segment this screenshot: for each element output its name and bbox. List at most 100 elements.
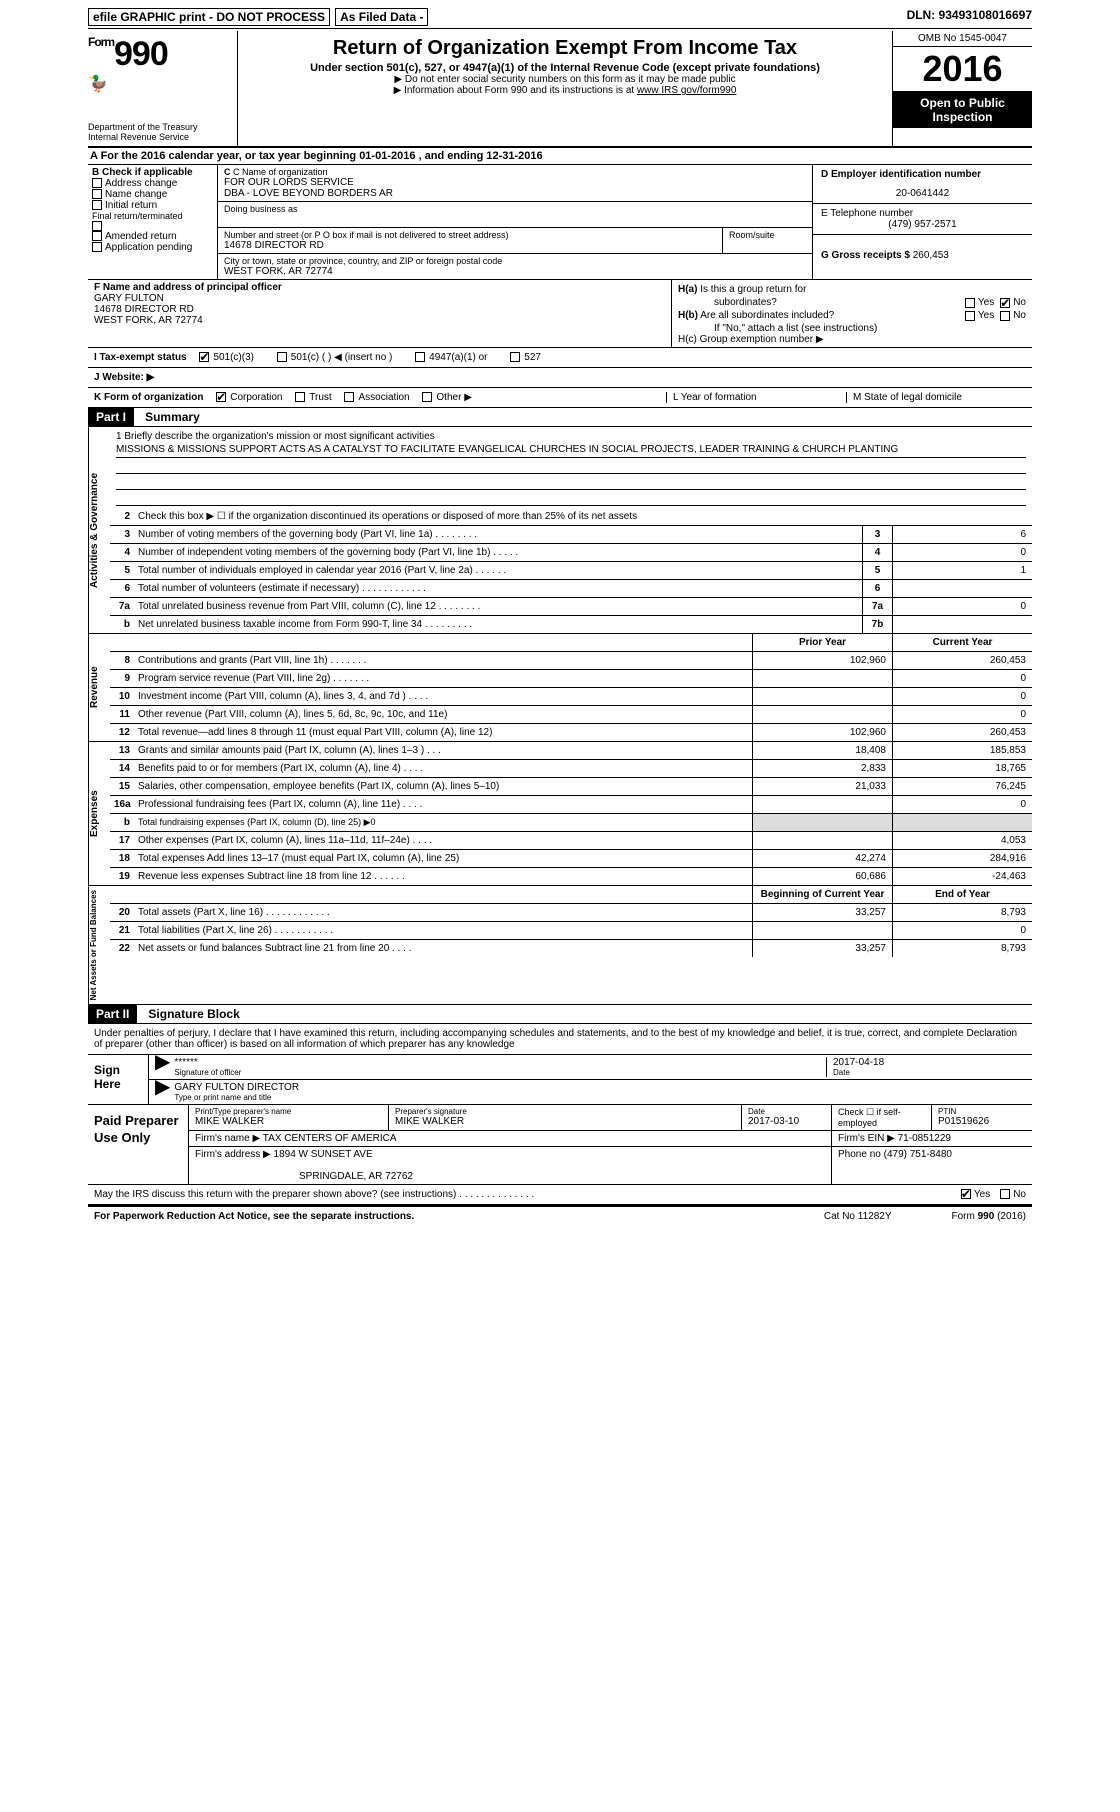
form-ref: Form 990 (2016) (952, 1211, 1026, 1222)
firm-addr2: SPRINGDALE, AR 72762 (195, 1171, 413, 1182)
501c3-checkbox[interactable] (199, 352, 209, 362)
form-label: Form (88, 35, 114, 49)
officer-addr: 14678 DIRECTOR RD (94, 304, 665, 315)
instructions-line: ▶ Information about Form 990 and its ins… (246, 85, 884, 96)
l20-end: 8,793 (892, 904, 1032, 921)
form-header: Form990 🦆 Department of the Treasury Int… (88, 31, 1032, 148)
discuss-line: May the IRS discuss this return with the… (88, 1185, 1032, 1205)
irs-link[interactable]: www IRS gov/form990 (637, 85, 736, 96)
street-address: 14678 DIRECTOR RD (224, 240, 716, 251)
l13-prior: 18,408 (752, 742, 892, 759)
hc-exemption: H(c) Group exemption number ▶ (678, 334, 1026, 345)
telephone: (479) 957-2571 (821, 219, 1024, 230)
officer-name: GARY FULTON (94, 293, 665, 304)
corp-checkbox[interactable] (216, 392, 226, 402)
year-formation: L Year of formation (666, 392, 846, 403)
org-name-1: FOR OUR LORDS SERVICE (224, 177, 806, 188)
assoc-checkbox[interactable] (344, 392, 354, 402)
other-checkbox[interactable] (422, 392, 432, 402)
4947-checkbox[interactable] (415, 352, 425, 362)
gov-vtab: Activities & Governance (88, 427, 110, 633)
name-change-checkbox[interactable] (92, 189, 102, 199)
ha-yes-checkbox[interactable] (965, 298, 975, 308)
omb-number: OMB No 1545-0047 (893, 31, 1032, 47)
topbar: efile GRAPHIC print - DO NOT PROCESS As … (88, 8, 1032, 29)
l21-end: 0 (892, 922, 1032, 939)
exp-vtab: Expenses (88, 742, 110, 885)
perjury-statement: Under penalties of perjury, I declare th… (88, 1024, 1032, 1055)
firm-ein: 71-0851229 (898, 1133, 951, 1144)
col-b-checkboxes: B Check if applicable Address change Nam… (88, 165, 218, 279)
hb-yes-checkbox[interactable] (965, 311, 975, 321)
501c-checkbox[interactable] (277, 352, 287, 362)
sign-date: 2017-04-18 (833, 1057, 1026, 1068)
part-ii-header: Part II Signature Block (88, 1005, 1032, 1024)
group-return: H(a) Is this a group return for subordin… (672, 280, 1032, 347)
ssn-notice: ▶ Do not enter social security numbers o… (246, 74, 884, 85)
form-number: 990 (114, 35, 168, 73)
app-pending-checkbox[interactable] (92, 242, 102, 252)
sig-arrow-icon-2: ▶ (155, 1082, 170, 1102)
l18-prior: 42,274 (752, 850, 892, 867)
l9-curr: 0 (892, 670, 1032, 687)
final-return-checkbox[interactable] (92, 221, 102, 231)
efile-notice: efile GRAPHIC print - DO NOT PROCESS (88, 8, 330, 26)
address-change-checkbox[interactable] (92, 178, 102, 188)
l20-beg: 33,257 (752, 904, 892, 921)
l8-prior: 102,960 (752, 652, 892, 669)
header-center: Return of Organization Exempt From Incom… (238, 31, 892, 146)
l8-curr: 260,453 (892, 652, 1032, 669)
dept-treasury: Department of the Treasury (88, 122, 233, 132)
org-name-2: DBA - LOVE BEYOND BORDERS AR (224, 188, 806, 199)
gross-receipts: 260,453 (913, 250, 949, 261)
form-title: Return of Organization Exempt From Incom… (246, 37, 884, 60)
discuss-yes-checkbox[interactable] (961, 1189, 971, 1199)
city-state-zip: WEST FORK, AR 72774 (224, 266, 806, 277)
header-left: Form990 🦆 Department of the Treasury Int… (88, 31, 238, 146)
efile-icon: 🦆 (88, 74, 233, 94)
l16a-curr: 0 (892, 796, 1032, 813)
irs-label: Internal Revenue Service (88, 132, 233, 142)
line7a-val: 0 (892, 598, 1032, 615)
net-vtab: Net Assets or Fund Balances (88, 886, 110, 1004)
l11-curr: 0 (892, 706, 1032, 723)
expenses-block: Expenses 13Grants and similar amounts pa… (88, 742, 1032, 886)
part-i-header: Part I Summary (88, 408, 1032, 427)
officer-city: WEST FORK, AR 72774 (94, 315, 665, 326)
officer-stars: ****** (174, 1057, 826, 1068)
ha-no-checkbox[interactable] (1000, 298, 1010, 308)
tax-year: 2016 (893, 47, 1032, 92)
hb-no-checkbox[interactable] (1000, 311, 1010, 321)
dln: DLN: 93493108016697 (907, 8, 1032, 22)
signature-block: Under penalties of perjury, I declare th… (88, 1024, 1032, 1205)
l18-curr: 284,916 (892, 850, 1032, 867)
ptin: P01519626 (938, 1116, 1026, 1127)
discuss-no-checkbox[interactable] (1000, 1189, 1010, 1199)
l15-curr: 76,245 (892, 778, 1032, 795)
527-checkbox[interactable] (510, 352, 520, 362)
form-990-page: efile GRAPHIC print - DO NOT PROCESS As … (80, 0, 1040, 1234)
self-employed: Check ☐ if self-employed (832, 1105, 932, 1130)
trust-checkbox[interactable] (295, 392, 305, 402)
line3-val: 6 (892, 526, 1032, 543)
tax-exempt-status: I Tax-exempt status 501(c)(3) 501(c) ( )… (88, 348, 1032, 368)
preparer-name: MIKE WALKER (195, 1116, 382, 1127)
net-assets-block: Net Assets or Fund Balances Beginning of… (88, 886, 1032, 1005)
footer: For Paperwork Reduction Act Notice, see … (88, 1205, 1032, 1226)
initial-return-checkbox[interactable] (92, 200, 102, 210)
line4-val: 0 (892, 544, 1032, 561)
website-row: J Website: ▶ (88, 368, 1032, 388)
preparer-date: 2017-03-10 (748, 1116, 825, 1127)
firm-phone: (479) 751-8480 (884, 1149, 952, 1160)
rev-vtab: Revenue (88, 634, 110, 741)
revenue-block: Revenue Prior YearCurrent Year 8Contribu… (88, 634, 1032, 742)
row-a-tax-year: A For the 2016 calendar year, or tax yea… (88, 148, 1032, 165)
state-domicile: M State of legal domicile (846, 392, 1026, 403)
col-c-org-info: C C Name of organization FOR OUR LORDS S… (218, 165, 812, 279)
l10-curr: 0 (892, 688, 1032, 705)
l14-prior: 2,833 (752, 760, 892, 777)
l14-curr: 18,765 (892, 760, 1032, 777)
firm-name: TAX CENTERS OF AMERICA (263, 1133, 397, 1144)
ein-value: 20-0641442 (821, 180, 1024, 199)
amended-return-checkbox[interactable] (92, 231, 102, 241)
